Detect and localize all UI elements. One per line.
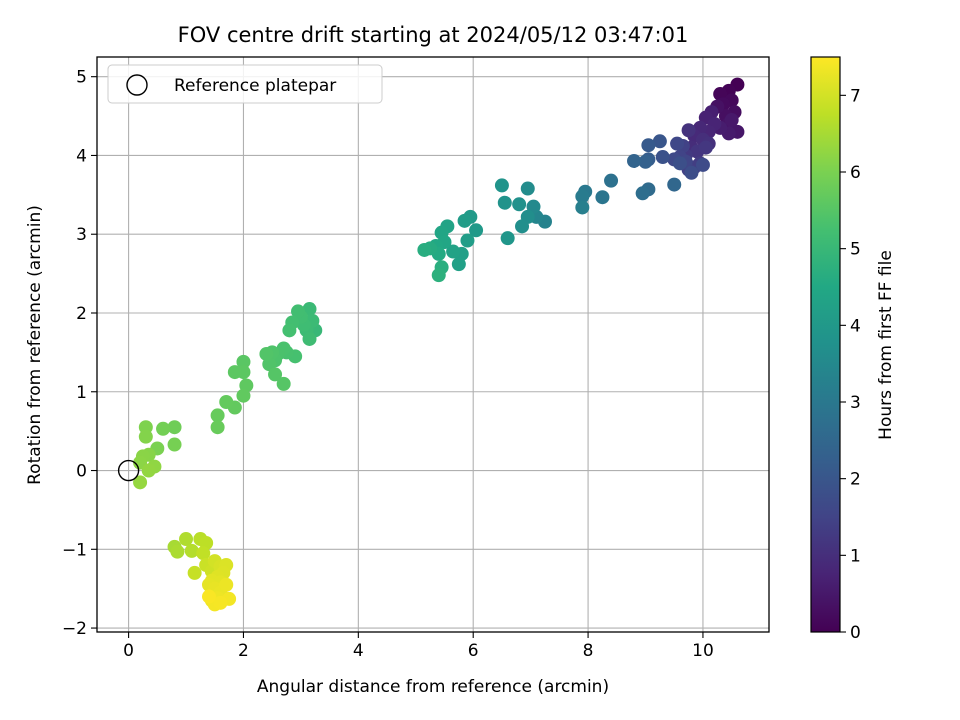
data-point <box>724 113 739 128</box>
data-point <box>156 421 171 436</box>
data-point <box>133 475 148 490</box>
x-tick-label: 6 <box>468 641 479 661</box>
y-tick-label: 4 <box>76 146 87 166</box>
data-point <box>698 140 713 155</box>
data-point <box>227 365 242 380</box>
chart-title: FOV centre drift starting at 2024/05/12 … <box>178 23 689 47</box>
data-point <box>575 189 590 204</box>
data-point <box>167 437 182 452</box>
colorbar-gradient <box>810 56 841 633</box>
data-point <box>638 154 653 169</box>
data-point <box>196 546 211 561</box>
data-point <box>210 420 225 435</box>
data-point <box>512 197 527 212</box>
data-point <box>446 244 461 259</box>
data-point <box>202 589 216 604</box>
data-point <box>236 354 251 369</box>
colorbar-tick-label: 4 <box>850 316 861 336</box>
colorbar-label: Hours from first FF file <box>876 250 896 440</box>
colorbar-tick-label: 2 <box>850 470 861 490</box>
data-point <box>460 233 475 248</box>
y-tick-label: 3 <box>76 225 87 245</box>
data-point <box>684 165 699 180</box>
colorbar-tick-label: 0 <box>850 623 861 643</box>
legend: Reference platepar <box>107 64 383 104</box>
data-point <box>500 231 515 246</box>
data-point <box>672 156 687 171</box>
data-point <box>170 544 185 559</box>
data-point <box>526 199 541 214</box>
data-point <box>515 219 530 234</box>
data-point <box>494 178 509 193</box>
plot-frame <box>96 56 770 633</box>
colorbar-tick-label: 1 <box>850 546 861 566</box>
reference-point <box>117 459 140 482</box>
data-point <box>236 388 251 403</box>
data-point <box>670 136 685 151</box>
colorbar-ticks: 0 1 2 3 4 5 6 7 <box>840 86 861 643</box>
data-point <box>604 173 619 188</box>
reference-marker <box>117 459 140 482</box>
data-point <box>695 157 710 172</box>
data-point <box>595 190 610 205</box>
data-point <box>210 408 225 423</box>
data-point <box>431 268 446 283</box>
data-point <box>627 153 642 168</box>
data-point <box>497 195 512 210</box>
x-tick-label: 10 <box>692 641 714 661</box>
data-point <box>302 331 317 346</box>
data-point <box>451 257 466 272</box>
colorbar-tick-label: 3 <box>850 393 861 413</box>
y-tick-label: 0 <box>76 462 87 482</box>
x-tick-label: 4 <box>353 641 364 661</box>
data-point <box>681 123 696 138</box>
data-point <box>141 463 156 478</box>
data-point <box>575 200 590 215</box>
x-tick-label: 2 <box>238 641 249 661</box>
y-tick-label: 1 <box>76 383 87 403</box>
data-point <box>655 150 670 165</box>
data-point <box>187 565 202 580</box>
y-tick-label: 2 <box>76 304 87 324</box>
data-point <box>667 177 682 192</box>
colorbar: 0 1 2 3 4 5 6 7 Hours from first FF file <box>810 56 896 643</box>
data-point <box>417 242 432 257</box>
data-point <box>213 595 228 610</box>
x-tick-label: 0 <box>123 641 134 661</box>
plot-grid <box>97 57 769 632</box>
data-point <box>276 376 291 391</box>
legend-marker <box>126 74 148 96</box>
colorbar-tick-label: 6 <box>850 163 861 183</box>
y-tick-label: 5 <box>76 68 87 88</box>
data-point <box>179 532 194 547</box>
colorbar-tick-label: 5 <box>850 240 861 260</box>
plot-points <box>133 77 745 612</box>
x-axis-ticks: 0 2 4 6 8 10 <box>123 632 714 661</box>
data-point <box>184 543 199 558</box>
data-point <box>469 223 484 238</box>
y-axis-label: Rotation from reference (arcmin) <box>25 205 45 485</box>
y-tick-label: −1 <box>62 540 87 560</box>
colorbar-tick-label: 7 <box>850 86 861 106</box>
data-point <box>138 429 153 444</box>
data-point <box>641 138 656 153</box>
data-point <box>268 367 283 382</box>
data-point <box>291 304 306 319</box>
data-point <box>457 213 472 228</box>
y-axis-ticks: −2 −1 0 1 2 3 4 5 <box>62 68 97 639</box>
data-point <box>520 181 535 196</box>
data-point <box>219 577 234 592</box>
data-point <box>282 323 297 338</box>
data-point <box>259 346 274 361</box>
data-point <box>219 395 234 409</box>
data-point <box>652 134 667 149</box>
legend-box <box>107 64 383 104</box>
data-point <box>635 186 650 201</box>
y-tick-label: −2 <box>62 619 87 639</box>
x-axis-label: Angular distance from reference (arcmin) <box>257 677 609 697</box>
legend-label: Reference platepar <box>174 76 336 96</box>
data-point <box>167 420 182 435</box>
x-tick-label: 8 <box>583 641 594 661</box>
